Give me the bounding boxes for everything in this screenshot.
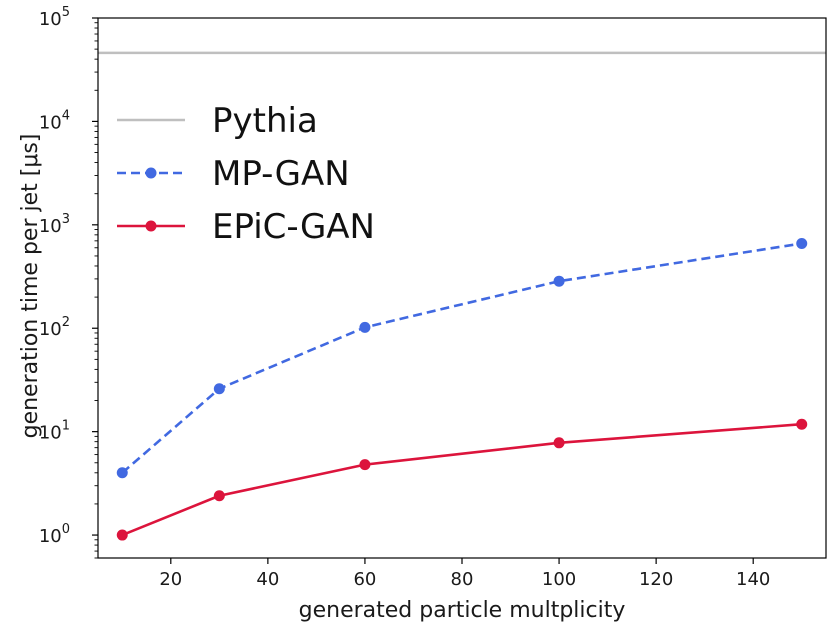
x-tick-label: 100	[542, 569, 576, 590]
epic-gan-point	[553, 437, 565, 449]
mp-gan-point	[359, 321, 371, 333]
epic-gan-line	[121, 422, 802, 537]
epic-gan-point	[796, 418, 808, 430]
y-tick-label: 102	[39, 315, 70, 340]
y-tick-label: 105	[39, 5, 70, 30]
x-tick-label: 120	[639, 569, 673, 590]
x-tick-label: 60	[353, 569, 376, 590]
y-axis: 100 101 102 103 104 105	[39, 5, 98, 559]
legend-marker-mp-gan	[145, 167, 157, 179]
legend-label-pythia: Pythia	[212, 101, 318, 141]
mp-gan-point	[213, 383, 225, 395]
x-axis: 20 40 60 80 100 120 140	[159, 558, 770, 590]
mp-gan-line	[121, 242, 802, 474]
plot-frame	[97, 17, 827, 559]
x-axis-label: generated particle multplicity	[299, 598, 626, 623]
x-tick-label: 40	[256, 569, 279, 590]
epic-gan-point	[359, 459, 371, 471]
y-tick-label: 104	[39, 108, 70, 133]
legend-label-mp-gan: MP-GAN	[212, 154, 350, 194]
legend: Pythia MP-GAN EPiC-GAN	[117, 101, 375, 247]
epic-gan-point	[213, 490, 225, 502]
plot-area	[98, 51, 826, 541]
mp-gan-point	[116, 467, 128, 479]
mp-gan-point	[553, 275, 565, 287]
epic-gan-point	[116, 529, 128, 541]
y-tick-label: 103	[39, 212, 70, 237]
y-tick-label: 101	[39, 419, 70, 444]
mp-gan-point	[796, 237, 808, 249]
legend-label-epic-gan: EPiC-GAN	[212, 207, 375, 247]
x-tick-label: 20	[159, 569, 182, 590]
x-tick-label: 140	[736, 569, 770, 590]
y-tick-label: 100	[39, 522, 70, 547]
y-axis-label: generation time per jet [μs]	[18, 134, 43, 439]
legend-marker-epic-gan	[145, 220, 157, 232]
x-tick-label: 80	[451, 569, 474, 590]
